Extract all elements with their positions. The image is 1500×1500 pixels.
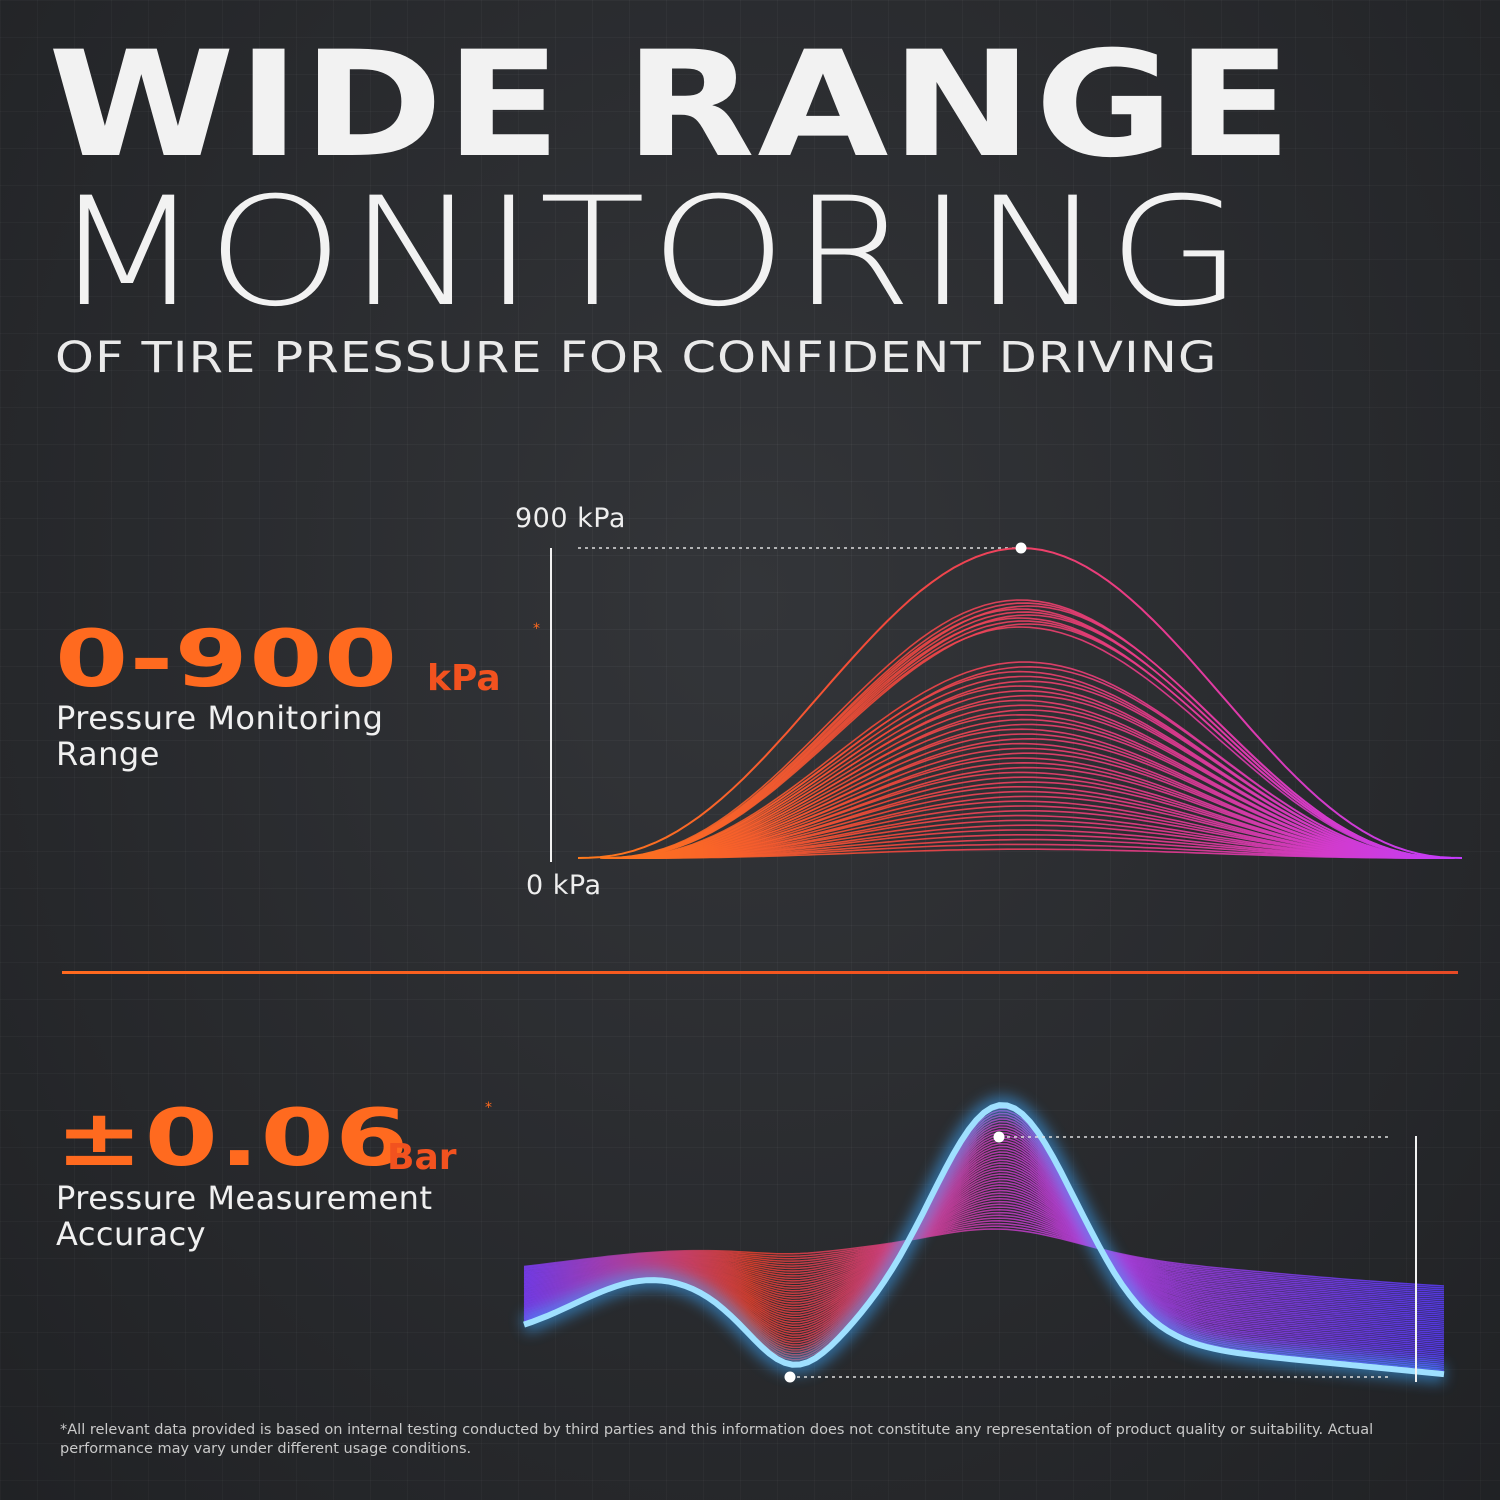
accuracy-wave-line bbox=[523, 1156, 1445, 1338]
range-axis-top-label: 900 kPa bbox=[515, 503, 626, 534]
accuracy-wave-line bbox=[523, 1222, 1445, 1291]
headline-line-2: MONITORING bbox=[52, 166, 1248, 340]
accuracy-wave-line bbox=[523, 1228, 1445, 1287]
range-wave-line bbox=[607, 626, 1452, 859]
accuracy-unit: Bar bbox=[387, 1137, 457, 1178]
range-wave-line bbox=[603, 614, 1454, 859]
accuracy-wave-line bbox=[523, 1184, 1445, 1319]
range-wave-line bbox=[639, 848, 1436, 859]
range-wave-line bbox=[636, 834, 1437, 859]
range-stat: 0-900 kPa * bbox=[55, 615, 540, 705]
range-unit: kPa bbox=[427, 658, 501, 699]
range-label-line-2: Range bbox=[56, 735, 160, 773]
accuracy-asterisk: * bbox=[485, 1100, 492, 1116]
range-wave-line bbox=[637, 838, 1437, 859]
headline-line-1: WIDE RANGE bbox=[48, 20, 1295, 190]
section-divider bbox=[62, 971, 1458, 974]
range-value: 0-900 bbox=[55, 615, 399, 705]
accuracy-label-line-1: Pressure Measurement bbox=[56, 1179, 433, 1217]
accuracy-wave-line bbox=[523, 1159, 1445, 1336]
range-axis-bottom-label: 0 kPa bbox=[526, 870, 602, 901]
accuracy-wave-line bbox=[523, 1134, 1445, 1354]
accuracy-wave-line bbox=[523, 1145, 1445, 1346]
accuracy-label-line-2: Accuracy bbox=[56, 1215, 207, 1253]
disclaimer-footnote: *All relevant data provided is based on … bbox=[60, 1422, 1374, 1457]
accuracy-wave-line bbox=[523, 1209, 1445, 1301]
accuracy-wave-line bbox=[523, 1118, 1445, 1366]
range-wave-line bbox=[636, 829, 1437, 859]
accuracy-value: ±0.06 bbox=[55, 1094, 410, 1184]
range-wave-bundle bbox=[577, 546, 1463, 859]
accuracy-label: Pressure Measurement Accuracy bbox=[56, 1180, 433, 1252]
accuracy-wave-bundle bbox=[523, 1107, 1445, 1373]
range-peak-marker bbox=[1015, 542, 1027, 554]
range-wave-line bbox=[638, 843, 1436, 859]
accuracy-peak-marker bbox=[993, 1131, 1005, 1143]
accuracy-wave-line bbox=[523, 1198, 1445, 1309]
accuracy-trough-marker bbox=[784, 1371, 796, 1383]
accuracy-stat: ±0.06 Bar * bbox=[55, 1094, 492, 1184]
range-label-line-1: Pressure Monitoring bbox=[56, 699, 384, 737]
accuracy-wave-line bbox=[523, 1170, 1445, 1328]
range-label: Pressure Monitoring Range bbox=[56, 700, 383, 772]
range-asterisk: * bbox=[533, 621, 540, 637]
accuracy-main-line bbox=[523, 1102, 1445, 1378]
headline-subtitle: OF TIRE PRESSURE FOR CONFIDENT DRIVING bbox=[55, 333, 1218, 383]
